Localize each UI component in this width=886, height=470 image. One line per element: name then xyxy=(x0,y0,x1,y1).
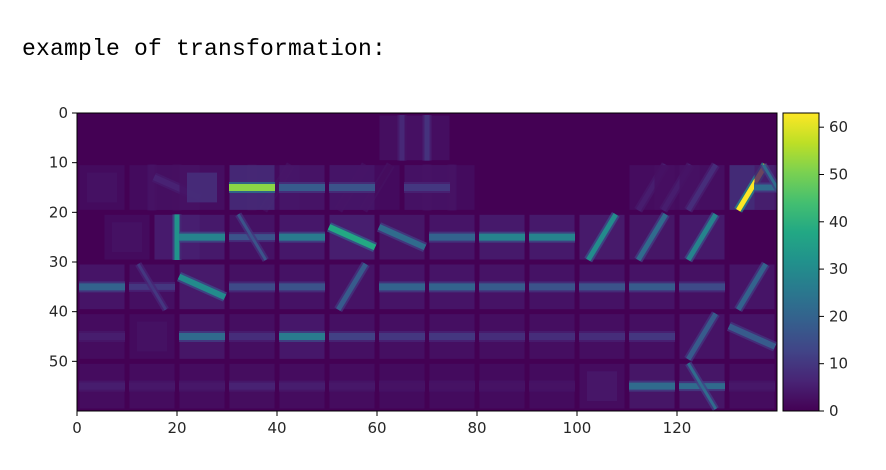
heatmap-cell xyxy=(404,114,450,161)
heatmap-cell xyxy=(79,314,125,359)
y-tick-label: 0 xyxy=(58,104,68,122)
x-tick-label: 80 xyxy=(467,419,486,437)
heatmap-cell xyxy=(679,264,725,310)
heatmap-cell xyxy=(129,262,175,312)
heatmap-cell xyxy=(329,261,375,313)
heatmap-cell xyxy=(229,363,275,409)
heatmap-cell xyxy=(729,363,775,409)
heatmap-cell xyxy=(176,264,228,310)
heatmap-cell xyxy=(579,211,625,263)
heatmap-cell xyxy=(579,314,625,359)
heatmap-cell xyxy=(429,363,475,409)
heatmap-cell xyxy=(279,165,325,210)
colorbar-tick-label: 60 xyxy=(829,118,848,136)
heatmap-cell xyxy=(279,214,325,260)
heatmap-cell xyxy=(229,264,275,310)
x-tick-label: 100 xyxy=(563,419,592,437)
heatmap-cell xyxy=(279,363,325,409)
heatmap-cell xyxy=(429,214,475,260)
heatmap-cell xyxy=(326,214,378,260)
x-tick-label: 20 xyxy=(167,419,186,437)
heatmap-cell xyxy=(179,363,225,409)
heatmap-cell xyxy=(104,214,150,260)
heatmap-cell xyxy=(754,162,777,210)
x-tick-label: 60 xyxy=(367,419,386,437)
x-tick-label: 0 xyxy=(72,419,82,437)
heatmap-cell xyxy=(429,314,475,359)
heatmap-cell xyxy=(179,165,225,210)
heatmap-cell xyxy=(129,164,175,211)
heatmap-cell xyxy=(279,264,325,310)
heatmap-cell xyxy=(379,264,425,310)
heatmap-cell xyxy=(376,214,428,260)
heatmap-cell xyxy=(229,314,275,359)
page-caption: example of transformation: xyxy=(22,36,387,62)
heatmap-cell xyxy=(679,311,725,362)
heatmap-cell xyxy=(379,314,425,359)
heatmap-cell xyxy=(129,314,175,359)
heatmap-cell xyxy=(629,211,675,263)
heatmap-cell xyxy=(129,363,175,409)
y-tick-label: 20 xyxy=(49,203,68,221)
heatmap-cell xyxy=(79,264,125,310)
heatmap-cell xyxy=(79,165,125,210)
heatmap-cell xyxy=(79,363,125,409)
heatmap-cell xyxy=(529,264,575,310)
heatmap-cell xyxy=(529,363,575,409)
colorbar-tick-label: 20 xyxy=(829,307,848,325)
colorbar-tick-label: 10 xyxy=(829,355,848,373)
heatmap-cell xyxy=(429,264,475,310)
heatmap-cell xyxy=(726,314,777,359)
colorbar-tick-label: 40 xyxy=(829,213,848,231)
heatmap-background xyxy=(77,113,777,411)
heatmap-cell xyxy=(179,214,225,260)
y-tick-label: 50 xyxy=(49,352,68,370)
colorbar xyxy=(782,112,820,412)
heatmap-cell xyxy=(404,165,450,210)
heatmap-cell xyxy=(479,314,525,359)
colorbar-tick-label: 30 xyxy=(829,260,848,278)
heatmap-cell xyxy=(179,314,225,359)
heatmap-cell xyxy=(679,361,725,411)
heatmap-cell xyxy=(329,165,375,210)
heatmap-cell xyxy=(279,314,325,359)
heatmap-cell xyxy=(329,314,375,359)
colorbar-tick-label: 50 xyxy=(829,165,848,183)
heatmap-cell xyxy=(479,363,525,409)
heatmap-cell xyxy=(629,264,675,310)
colorbar-tick-label: 0 xyxy=(829,402,839,420)
x-tick-label: 40 xyxy=(267,419,286,437)
heatmap-cell xyxy=(479,214,525,260)
heatmap-cell xyxy=(329,363,375,409)
heatmap-cell xyxy=(679,211,725,263)
heatmap-cell xyxy=(529,214,575,260)
y-tick-label: 30 xyxy=(49,253,68,271)
y-tick-label: 10 xyxy=(49,154,68,172)
heatmap-cell xyxy=(579,363,625,409)
heatmap-cell xyxy=(229,165,275,210)
heatmap-cell xyxy=(679,162,725,213)
heatmap-cell xyxy=(729,261,775,313)
heatmap-cell xyxy=(229,212,275,262)
heatmap-cell xyxy=(529,314,575,359)
heatmap-cell xyxy=(379,363,425,409)
heatmap-cell xyxy=(579,264,625,310)
heatmap-cell xyxy=(479,264,525,310)
heatmap-cell xyxy=(629,314,675,359)
heatmap-cell xyxy=(629,363,675,409)
y-tick-label: 40 xyxy=(49,303,68,321)
x-tick-label: 120 xyxy=(663,419,692,437)
